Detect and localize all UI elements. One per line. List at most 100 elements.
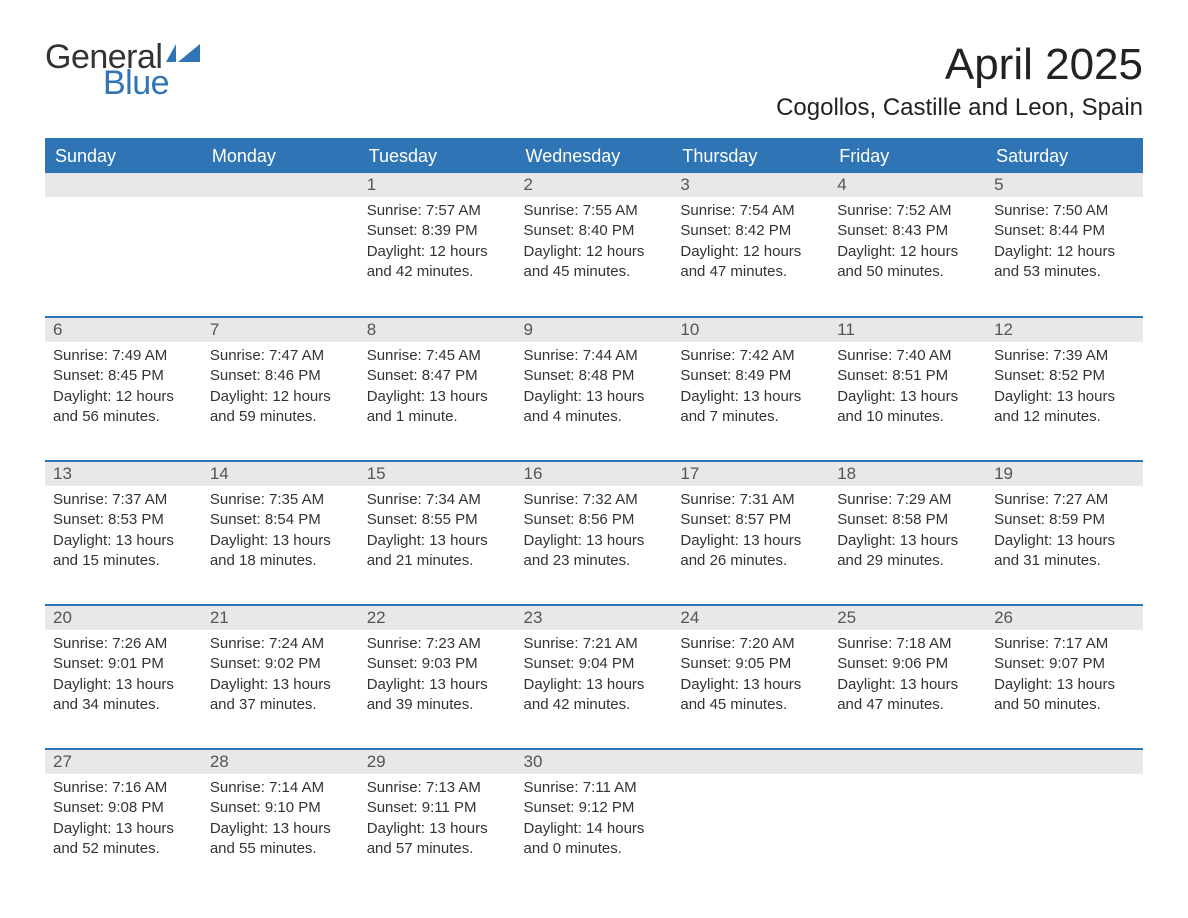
day-details: Sunrise: 7:16 AMSunset: 9:08 PMDaylight:… xyxy=(45,774,202,867)
daylight-text: Daylight: 13 hours and 37 minutes. xyxy=(210,675,351,716)
sunrise-text: Sunrise: 7:39 AM xyxy=(994,346,1135,366)
day-number: 30 xyxy=(516,750,673,774)
sunset-text: Sunset: 8:59 PM xyxy=(994,510,1135,530)
sunrise-text: Sunrise: 7:54 AM xyxy=(680,201,821,221)
day-details: Sunrise: 7:14 AMSunset: 9:10 PMDaylight:… xyxy=(202,774,359,867)
day-details: Sunrise: 7:55 AMSunset: 8:40 PMDaylight:… xyxy=(516,197,673,290)
sunset-text: Sunset: 8:51 PM xyxy=(837,366,978,386)
day-number: 18 xyxy=(829,462,986,486)
day-number: 20 xyxy=(45,606,202,630)
calendar-cell: 10Sunrise: 7:42 AMSunset: 8:49 PMDayligh… xyxy=(672,317,829,461)
day-details: Sunrise: 7:23 AMSunset: 9:03 PMDaylight:… xyxy=(359,630,516,723)
daylight-text: Daylight: 13 hours and 12 minutes. xyxy=(994,387,1135,428)
calendar-row: 6Sunrise: 7:49 AMSunset: 8:45 PMDaylight… xyxy=(45,317,1143,461)
day-number: 25 xyxy=(829,606,986,630)
daylight-text: Daylight: 13 hours and 42 minutes. xyxy=(524,675,665,716)
calendar-cell: 19 Sunrise: 7:27 AMSunset: 8:59 PMDayligh… xyxy=(986,461,1143,605)
calendar-cell: 13Sunrise: 7:37 AMSunset: 8:53 PMDayligh… xyxy=(45,461,202,605)
day-number: 10 xyxy=(672,318,829,342)
sunset-text: Sunset: 8:46 PM xyxy=(210,366,351,386)
day-details: Sunrise: 7:49 AMSunset: 8:45 PMDaylight:… xyxy=(45,342,202,435)
daylight-text: Daylight: 13 hours and 39 minutes. xyxy=(367,675,508,716)
calendar-cell: 30Sunrise: 7:11 AMSunset: 9:12 PMDayligh… xyxy=(516,749,673,893)
day-details: Sunrise: 7:31 AMSunset: 8:57 PMDaylight:… xyxy=(672,486,829,579)
calendar-cell: 20Sunrise: 7:26 AMSunset: 9:01 PMDayligh… xyxy=(45,605,202,749)
flag-icon xyxy=(166,44,200,68)
day-number: 2 xyxy=(516,173,673,197)
sunset-text: Sunset: 8:55 PM xyxy=(367,510,508,530)
day-details: Sunrise: 7:11 AMSunset: 9:12 PMDaylight:… xyxy=(516,774,673,867)
sunrise-text: Sunrise: 7:11 AM xyxy=(524,778,665,798)
daylight-text: Daylight: 13 hours and 23 minutes. xyxy=(524,531,665,572)
calendar-cell: 7Sunrise: 7:47 AMSunset: 8:46 PMDaylight… xyxy=(202,317,359,461)
day-number: 3 xyxy=(672,173,829,197)
calendar-cell: 14Sunrise: 7:35 AMSunset: 8:54 PMDayligh… xyxy=(202,461,359,605)
calendar-cell: 17Sunrise: 7:31 AMSunset: 8:57 PMDayligh… xyxy=(672,461,829,605)
calendar-cell: 6Sunrise: 7:49 AMSunset: 8:45 PMDaylight… xyxy=(45,317,202,461)
sunrise-text: Sunrise: 7:21 AM xyxy=(524,634,665,654)
sunrise-text: Sunrise: 7:45 AM xyxy=(367,346,508,366)
day-number: 22 xyxy=(359,606,516,630)
day-details: Sunrise: 7:47 AMSunset: 8:46 PMDaylight:… xyxy=(202,342,359,435)
day-details: Sunrise: 7:57 AMSunset: 8:39 PMDaylight:… xyxy=(359,197,516,290)
sunrise-text: Sunrise: 7:27 AM xyxy=(994,490,1135,510)
sunrise-text: Sunrise: 7:32 AM xyxy=(524,490,665,510)
daylight-text: Daylight: 13 hours and 55 minutes. xyxy=(210,819,351,860)
sunset-text: Sunset: 8:57 PM xyxy=(680,510,821,530)
day-number: 19 xyxy=(986,462,1143,486)
daylight-text: Daylight: 13 hours and 31 minutes. xyxy=(994,531,1135,572)
day-number xyxy=(829,750,986,774)
day-number: 28 xyxy=(202,750,359,774)
day-number: 17 xyxy=(672,462,829,486)
daylight-text: Daylight: 13 hours and 21 minutes. xyxy=(367,531,508,572)
sunset-text: Sunset: 8:52 PM xyxy=(994,366,1135,386)
day-details: Sunrise: 7:37 AMSunset: 8:53 PMDaylight:… xyxy=(45,486,202,579)
calendar-row: 13Sunrise: 7:37 AMSunset: 8:53 PMDayligh… xyxy=(45,461,1143,605)
day-details: Sunrise: 7:18 AMSunset: 9:06 PMDaylight:… xyxy=(829,630,986,723)
calendar-cell xyxy=(202,173,359,317)
sunset-text: Sunset: 9:07 PM xyxy=(994,654,1135,674)
calendar-cell: 25Sunrise: 7:18 AMSunset: 9:06 PMDayligh… xyxy=(829,605,986,749)
sunset-text: Sunset: 9:08 PM xyxy=(53,798,194,818)
col-saturday: Saturday xyxy=(986,139,1143,173)
calendar-cell: 8Sunrise: 7:45 AMSunset: 8:47 PMDaylight… xyxy=(359,317,516,461)
calendar-cell: 26Sunrise: 7:17 AMSunset: 9:07 PMDayligh… xyxy=(986,605,1143,749)
day-details: Sunrise: 7:34 AMSunset: 8:55 PMDaylight:… xyxy=(359,486,516,579)
day-number: 12 xyxy=(986,318,1143,342)
sunset-text: Sunset: 9:06 PM xyxy=(837,654,978,674)
calendar-cell: 12Sunrise: 7:39 AMSunset: 8:52 PMDayligh… xyxy=(986,317,1143,461)
sunset-text: Sunset: 8:43 PM xyxy=(837,221,978,241)
daylight-text: Daylight: 14 hours and 0 minutes. xyxy=(524,819,665,860)
calendar-cell: 5Sunrise: 7:50 AMSunset: 8:44 PMDaylight… xyxy=(986,173,1143,317)
daylight-text: Daylight: 12 hours and 53 minutes. xyxy=(994,242,1135,283)
calendar-cell: 23Sunrise: 7:21 AMSunset: 9:04 PMDayligh… xyxy=(516,605,673,749)
sunset-text: Sunset: 8:44 PM xyxy=(994,221,1135,241)
sunrise-text: Sunrise: 7:13 AM xyxy=(367,778,508,798)
day-number xyxy=(45,173,202,197)
daylight-text: Daylight: 12 hours and 42 minutes. xyxy=(367,242,508,283)
calendar-cell: 15Sunrise: 7:34 AMSunset: 8:55 PMDayligh… xyxy=(359,461,516,605)
sunset-text: Sunset: 9:12 PM xyxy=(524,798,665,818)
sunrise-text: Sunrise: 7:55 AM xyxy=(524,201,665,221)
day-details: Sunrise: 7:20 AMSunset: 9:05 PMDaylight:… xyxy=(672,630,829,723)
sunset-text: Sunset: 8:40 PM xyxy=(524,221,665,241)
day-details: Sunrise: 7:35 AMSunset: 8:54 PMDaylight:… xyxy=(202,486,359,579)
day-details: Sunrise: 7:26 AMSunset: 9:01 PMDaylight:… xyxy=(45,630,202,723)
day-number xyxy=(986,750,1143,774)
day-details: Sunrise: 7:13 AMSunset: 9:11 PMDaylight:… xyxy=(359,774,516,867)
daylight-text: Daylight: 13 hours and 1 minute. xyxy=(367,387,508,428)
calendar-cell xyxy=(45,173,202,317)
day-details: Sunrise: 7:40 AMSunset: 8:51 PMDaylight:… xyxy=(829,342,986,435)
daylight-text: Daylight: 13 hours and 57 minutes. xyxy=(367,819,508,860)
sunrise-text: Sunrise: 7:24 AM xyxy=(210,634,351,654)
daylight-text: Daylight: 12 hours and 47 minutes. xyxy=(680,242,821,283)
page-title: April 2025 xyxy=(776,40,1143,90)
sunset-text: Sunset: 8:47 PM xyxy=(367,366,508,386)
calendar-cell: 29Sunrise: 7:13 AMSunset: 9:11 PMDayligh… xyxy=(359,749,516,893)
day-number: 4 xyxy=(829,173,986,197)
sunrise-text: Sunrise: 7:23 AM xyxy=(367,634,508,654)
day-details: Sunrise: 7:50 AMSunset: 8:44 PMDaylight:… xyxy=(986,197,1143,290)
location-text: Cogollos, Castille and Leon, Spain xyxy=(776,94,1143,122)
day-details: Sunrise: 7:39 AMSunset: 8:52 PMDaylight:… xyxy=(986,342,1143,435)
day-number: 13 xyxy=(45,462,202,486)
